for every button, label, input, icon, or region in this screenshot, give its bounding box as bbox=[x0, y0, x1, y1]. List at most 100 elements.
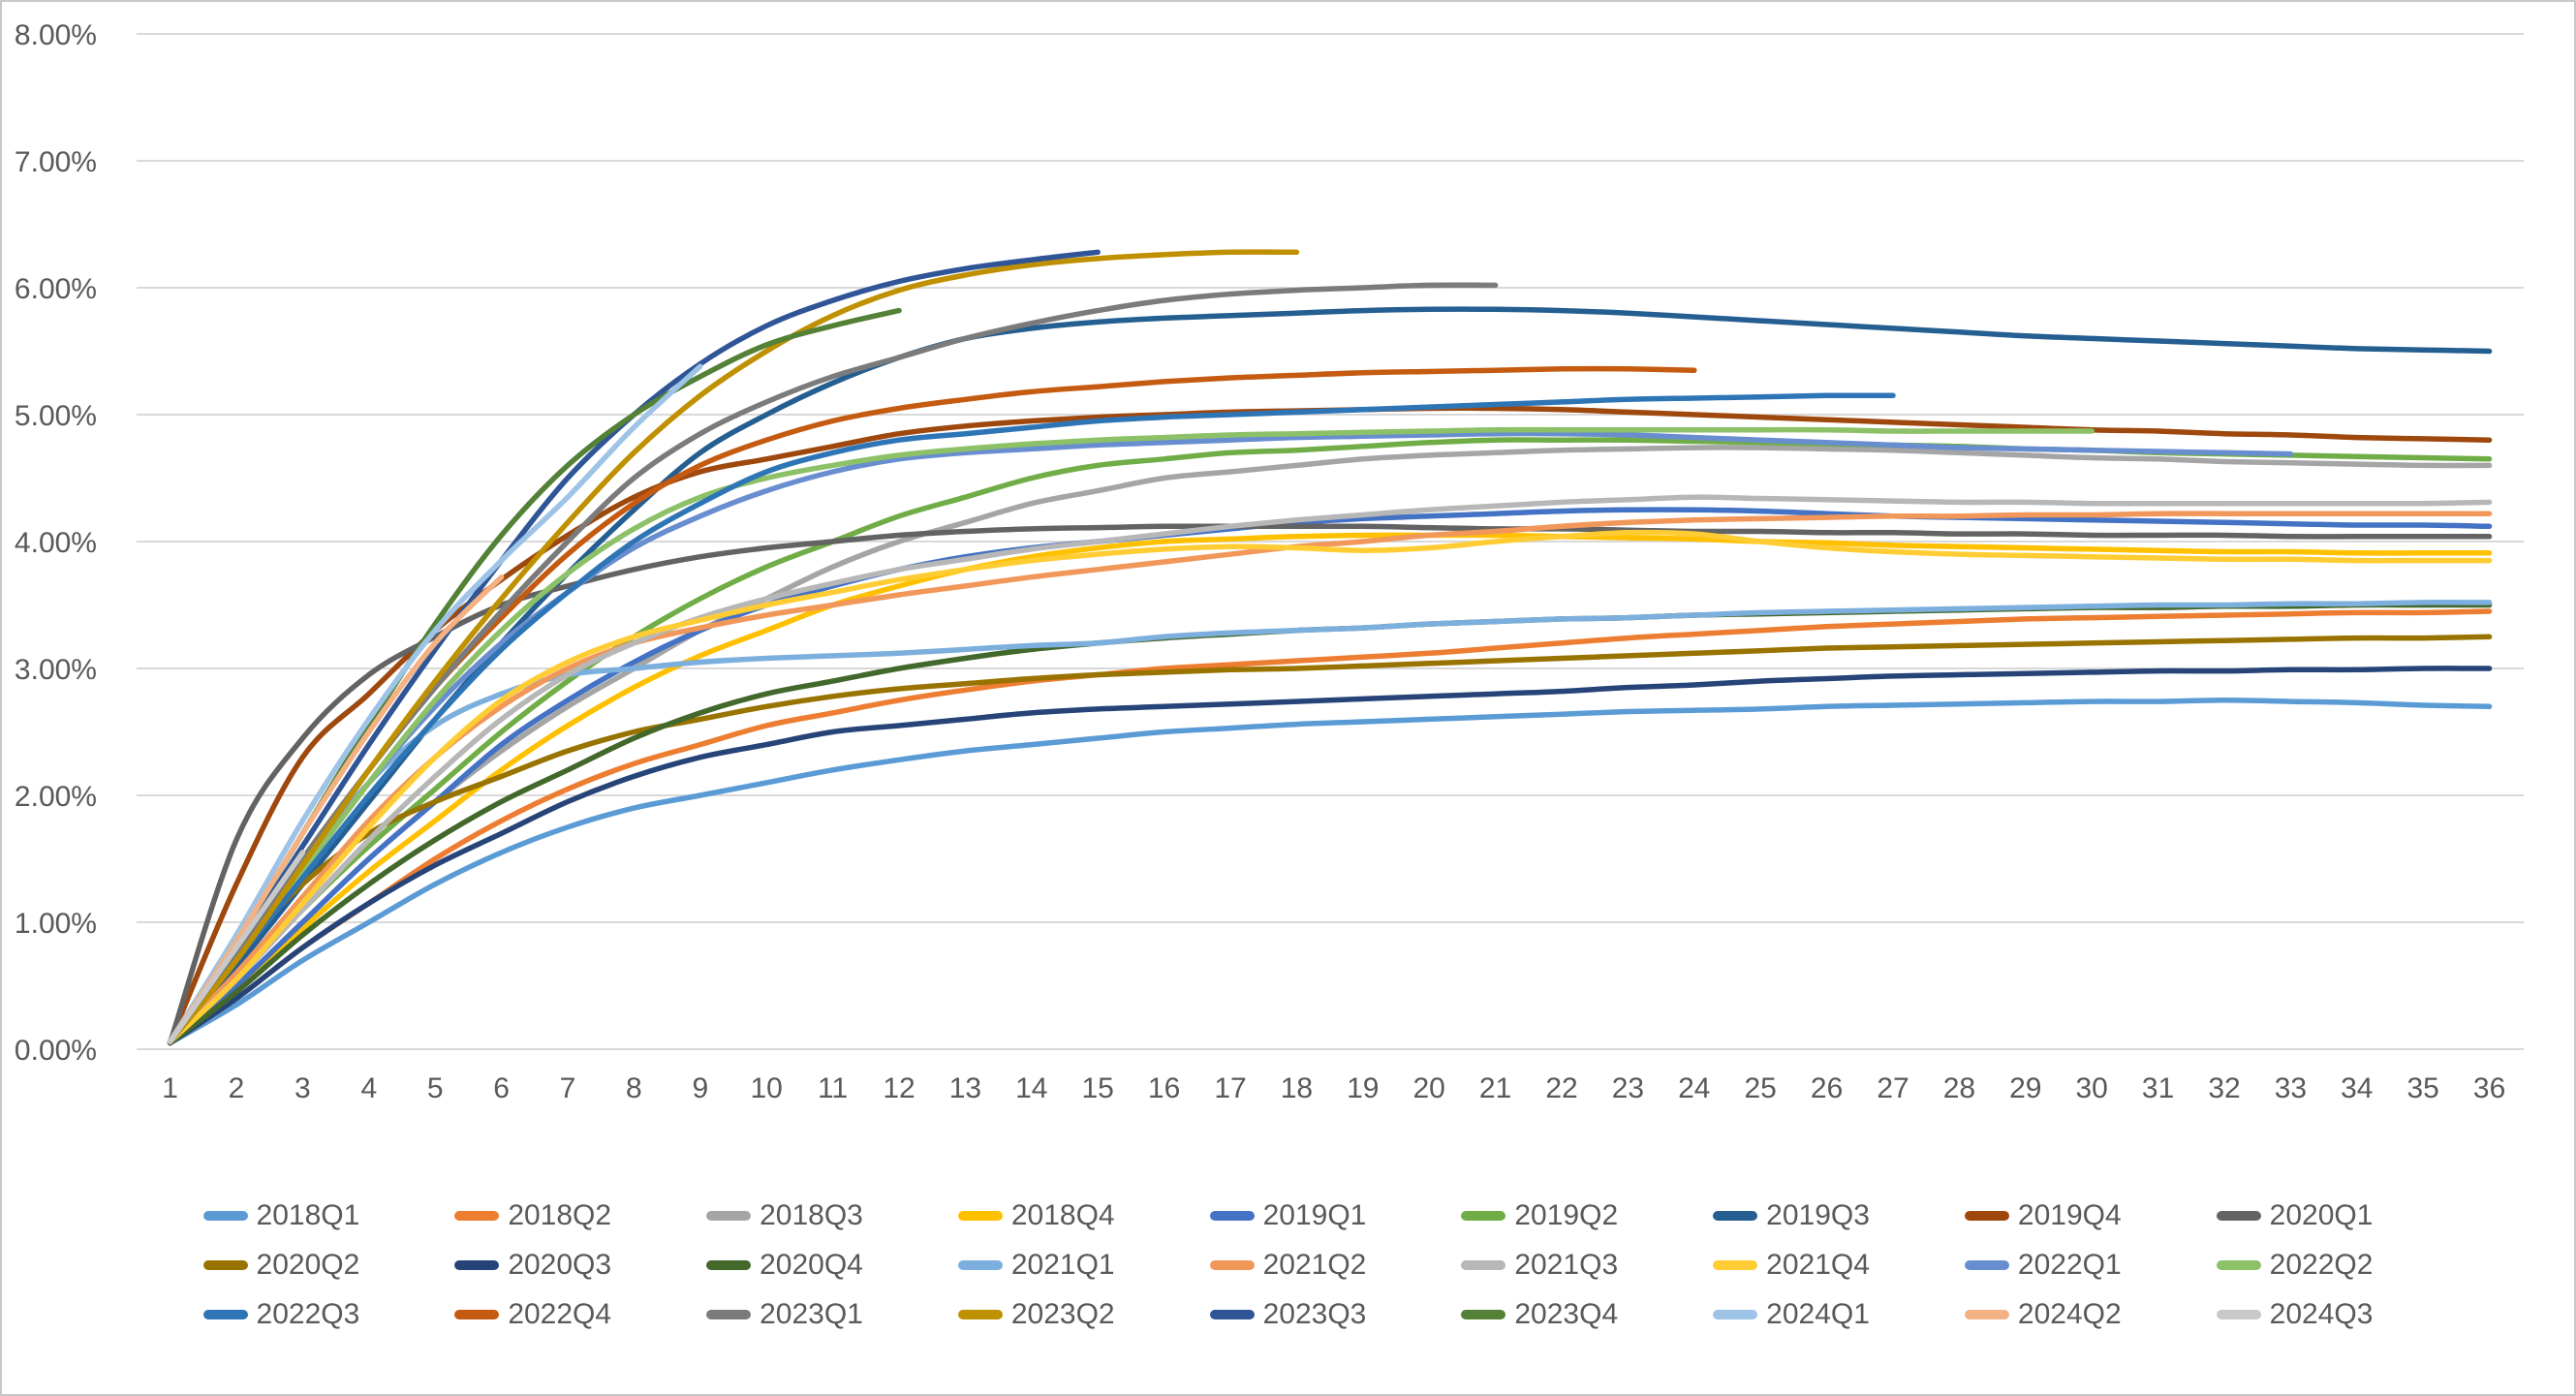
legend-item-2024Q2[interactable]: 2024Q2 bbox=[1964, 1298, 2122, 1331]
y-axis-tick: 2.00% bbox=[15, 781, 97, 813]
x-axis-tick: 19 bbox=[1347, 1072, 1379, 1104]
legend-label: 2024Q3 bbox=[2269, 1298, 2374, 1330]
y-axis-tick: 8.00% bbox=[15, 19, 97, 51]
series-line-2024Q1[interactable] bbox=[167, 363, 703, 1044]
series-line-2020Q2[interactable] bbox=[167, 634, 2493, 1046]
legend-marker-icon bbox=[202, 1211, 248, 1221]
x-axis-tick: 24 bbox=[1678, 1072, 1710, 1104]
y-axis-tick: 1.00% bbox=[15, 908, 97, 940]
legend-label: 2020Q3 bbox=[508, 1249, 612, 1281]
legend-item-2018Q2[interactable]: 2018Q2 bbox=[454, 1199, 611, 1232]
legend-item-2018Q4[interactable]: 2018Q4 bbox=[957, 1199, 1115, 1232]
legend-item-2023Q3[interactable]: 2023Q3 bbox=[1209, 1298, 1367, 1331]
legend-marker-icon bbox=[1713, 1260, 1758, 1270]
series-line-2018Q3[interactable] bbox=[167, 445, 2493, 1046]
x-axis-tick: 4 bbox=[360, 1072, 377, 1104]
y-axis-tick: 4.00% bbox=[15, 527, 97, 559]
x-axis-tick: 29 bbox=[2009, 1072, 2041, 1104]
legend-marker-icon bbox=[2216, 1260, 2261, 1270]
x-axis-tick: 28 bbox=[1943, 1072, 1975, 1104]
legend-item-2021Q4[interactable]: 2021Q4 bbox=[1713, 1249, 1870, 1282]
legend-label: 2020Q1 bbox=[2269, 1199, 2374, 1231]
series-line-2023Q3[interactable] bbox=[167, 249, 1101, 1044]
x-axis-tick: 31 bbox=[2142, 1072, 2174, 1104]
x-axis-tick: 34 bbox=[2341, 1072, 2373, 1104]
legend-marker-icon bbox=[1209, 1260, 1255, 1270]
x-axis-tick: 15 bbox=[1082, 1072, 1114, 1104]
legend-item-2020Q1[interactable]: 2020Q1 bbox=[2216, 1199, 2374, 1232]
legend-item-2019Q4[interactable]: 2019Q4 bbox=[1964, 1199, 2122, 1232]
series-line-2021Q3[interactable] bbox=[167, 494, 2493, 1044]
legend-marker-icon bbox=[454, 1310, 500, 1319]
legend-marker-icon bbox=[1209, 1310, 1255, 1319]
series-line-2022Q2[interactable] bbox=[167, 426, 2095, 1044]
legend-item-2024Q3[interactable]: 2024Q3 bbox=[2216, 1298, 2374, 1331]
x-axis-tick: 26 bbox=[1811, 1072, 1843, 1104]
series-line-2018Q1[interactable] bbox=[167, 698, 2493, 1046]
legend-item-2022Q3[interactable]: 2022Q3 bbox=[202, 1298, 359, 1331]
legend-marker-icon bbox=[957, 1260, 1003, 1270]
x-axis-tick: 33 bbox=[2275, 1072, 2307, 1104]
legend-label: 2023Q3 bbox=[1262, 1298, 1367, 1330]
legend-label: 2021Q4 bbox=[1766, 1249, 1870, 1281]
legend-label: 2018Q4 bbox=[1010, 1199, 1115, 1231]
series-line-2018Q4[interactable] bbox=[167, 532, 2493, 1046]
legend-marker-icon bbox=[454, 1260, 500, 1270]
legend-marker-icon bbox=[1964, 1211, 2009, 1221]
legend-marker-icon bbox=[706, 1211, 752, 1221]
x-axis-tick: 17 bbox=[1214, 1072, 1246, 1104]
legend-marker-icon bbox=[706, 1310, 752, 1319]
legend-marker-icon bbox=[2216, 1310, 2261, 1319]
x-axis-tick: 30 bbox=[2076, 1072, 2108, 1104]
x-axis-tick: 13 bbox=[949, 1072, 981, 1104]
legend-item-2020Q2[interactable]: 2020Q2 bbox=[202, 1249, 359, 1282]
legend-item-2019Q3[interactable]: 2019Q3 bbox=[1713, 1199, 1870, 1232]
series-line-2022Q1[interactable] bbox=[167, 430, 2294, 1044]
series-line-2024Q3[interactable] bbox=[167, 850, 306, 1044]
x-axis-tick: 21 bbox=[1479, 1072, 1511, 1104]
legend-label: 2021Q3 bbox=[1514, 1249, 1619, 1281]
legend-marker-icon bbox=[1461, 1260, 1506, 1270]
legend-item-2021Q3[interactable]: 2021Q3 bbox=[1461, 1249, 1618, 1282]
x-axis-tick: 2 bbox=[229, 1072, 245, 1104]
series-line-2022Q3[interactable] bbox=[167, 392, 1896, 1044]
legend-item-2022Q4[interactable]: 2022Q4 bbox=[454, 1298, 611, 1331]
legend-item-2021Q1[interactable]: 2021Q1 bbox=[957, 1249, 1115, 1282]
series-line-2020Q3[interactable] bbox=[167, 666, 2493, 1046]
x-axis-tick: 27 bbox=[1877, 1072, 1909, 1104]
y-axis-tick: 6.00% bbox=[15, 273, 97, 305]
series-line-2021Q4[interactable] bbox=[167, 529, 2493, 1044]
series-line-2019Q3[interactable] bbox=[167, 306, 2493, 1046]
legend-item-2022Q2[interactable]: 2022Q2 bbox=[2216, 1249, 2374, 1282]
legend-label: 2020Q4 bbox=[760, 1249, 863, 1281]
legend-label: 2023Q4 bbox=[1514, 1298, 1619, 1330]
legend-marker-icon bbox=[706, 1260, 752, 1270]
legend-label: 2022Q2 bbox=[2269, 1249, 2374, 1281]
legend-label: 2024Q1 bbox=[1766, 1298, 1870, 1330]
legend-item-2022Q1[interactable]: 2022Q1 bbox=[1964, 1249, 2122, 1282]
chart-legend: 2018Q1 2018Q2 2018Q3 2018Q4 2019Q1 2019Q2 2019… bbox=[0, 1199, 2576, 1331]
legend-item-2018Q1[interactable]: 2018Q1 bbox=[202, 1199, 359, 1232]
legend-item-2023Q2[interactable]: 2023Q2 bbox=[957, 1298, 1115, 1331]
series-line-2018Q2[interactable] bbox=[167, 608, 2493, 1046]
legend-item-2019Q2[interactable]: 2019Q2 bbox=[1461, 1199, 1618, 1232]
x-axis-tick: 10 bbox=[751, 1072, 783, 1104]
series-line-2024Q2[interactable] bbox=[167, 574, 505, 1044]
legend-item-2018Q3[interactable]: 2018Q3 bbox=[706, 1199, 863, 1232]
legend-marker-icon bbox=[202, 1260, 248, 1270]
legend-item-2023Q4[interactable]: 2023Q4 bbox=[1461, 1298, 1618, 1331]
series-line-2023Q2[interactable] bbox=[167, 249, 1300, 1044]
x-axis-tick: 18 bbox=[1281, 1072, 1313, 1104]
legend-label: 2023Q2 bbox=[1010, 1298, 1115, 1330]
legend-item-2020Q4[interactable]: 2020Q4 bbox=[706, 1249, 863, 1282]
legend-item-2019Q1[interactable]: 2019Q1 bbox=[1209, 1199, 1366, 1232]
legend-item-2023Q1[interactable]: 2023Q1 bbox=[706, 1298, 863, 1331]
legend-item-2024Q1[interactable]: 2024Q1 bbox=[1713, 1298, 1870, 1331]
legend-marker-icon bbox=[1964, 1310, 2009, 1319]
legend-row: 2018Q1 2018Q2 2018Q3 2018Q4 2019Q1 2019Q2 2019… bbox=[0, 1199, 2576, 1232]
y-axis-tick: 0.00% bbox=[15, 1035, 97, 1067]
legend-item-2021Q2[interactable]: 2021Q2 bbox=[1209, 1249, 1366, 1282]
legend-item-2020Q3[interactable]: 2020Q3 bbox=[454, 1249, 611, 1282]
series-line-2020Q1[interactable] bbox=[167, 523, 2493, 1046]
legend-row: 2022Q3 2022Q4 2023Q1 2023Q2 2023Q3 2023Q4 2024… bbox=[0, 1298, 2576, 1331]
